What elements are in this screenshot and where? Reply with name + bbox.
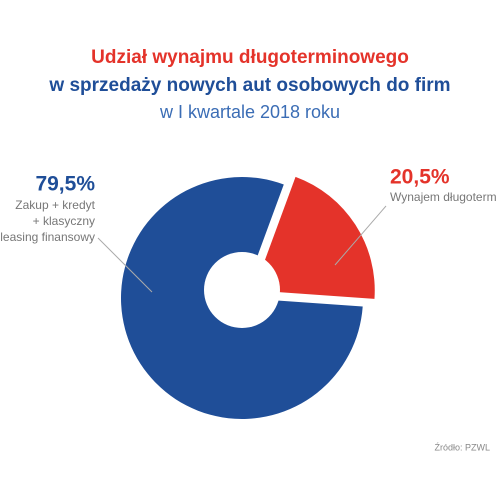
category-label: Wynajem długoterm (390, 190, 497, 204)
category-label: Zakup + kredyt (15, 198, 95, 212)
leader-line (97, 237, 153, 293)
source: Źródło: PZWL (434, 442, 490, 452)
category-label: + klasyczny (33, 214, 95, 228)
leader-line (334, 205, 387, 266)
category-label: leasing finansowy (0, 230, 95, 244)
chart-title: w sprzedaży nowych aut osobowych do firm (48, 75, 450, 96)
chart-subtitle: w I kwartale 2018 roku (159, 102, 340, 122)
value-label: 20,5% (390, 166, 450, 189)
donut-hole (204, 252, 280, 328)
pie-slice (253, 176, 375, 299)
value-label: 79,5% (35, 173, 95, 196)
chart-title: Udział wynajmu długoterminowego (91, 47, 409, 68)
